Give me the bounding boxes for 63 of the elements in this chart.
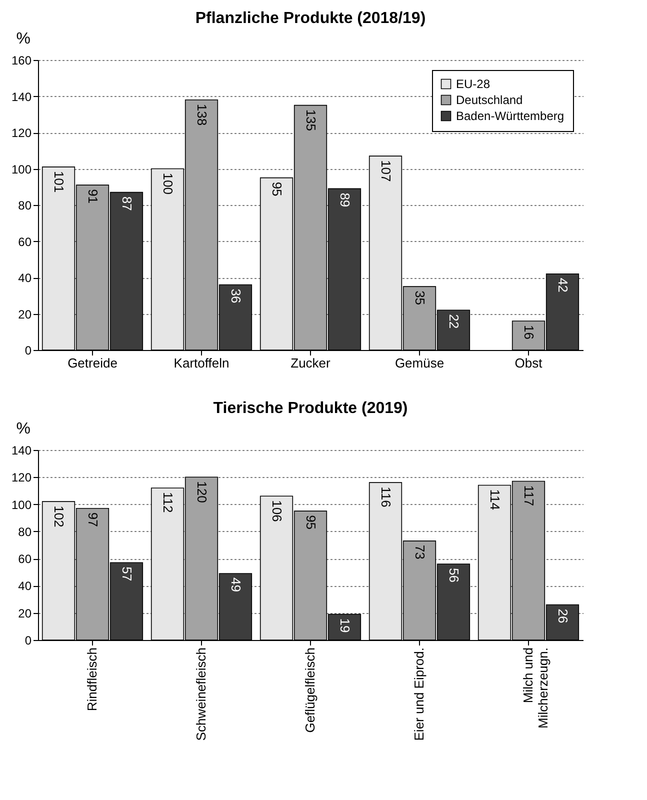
data-label: 36 — [228, 288, 244, 304]
x-tick-label: Schweinefleisch — [194, 648, 208, 741]
y-tick-label: 80 — [18, 198, 32, 212]
y-axis-title: % — [16, 30, 30, 48]
y-tick-label: 140 — [11, 444, 32, 458]
data-label: 35 — [412, 290, 428, 306]
y-tick-label: 160 — [11, 54, 32, 68]
y-tick-label: 120 — [11, 126, 32, 140]
data-label: 56 — [446, 568, 462, 582]
y-tick-label: 100 — [11, 498, 32, 512]
data-label: 16 — [522, 325, 536, 340]
y-tick-label: 0 — [24, 634, 32, 648]
data-label: 87 — [119, 196, 134, 211]
data-label: 135 — [304, 109, 318, 132]
data-label: 95 — [304, 515, 318, 530]
y-tick-label: 20 — [18, 606, 32, 620]
y-tick-label: 0 — [24, 344, 32, 358]
y-tick-label: 140 — [11, 90, 32, 104]
data-label: 97 — [86, 512, 100, 527]
y-tick-label: 120 — [11, 470, 32, 485]
data-label: 22 — [446, 314, 462, 329]
data-label: 42 — [555, 278, 570, 292]
x-tick-label: Eier und Eiprod. — [412, 648, 426, 741]
data-label: 100 — [160, 172, 176, 194]
x-tick-label: Milch und Milcherzeugn. — [520, 648, 550, 728]
x-tick-label: Rindfleisch — [84, 648, 100, 712]
data-label: 114 — [488, 489, 503, 510]
data-label: 138 — [194, 104, 210, 126]
y-axis-title: % — [16, 420, 30, 438]
x-tick-label: Obst — [514, 356, 543, 370]
x-tick-label: Kartoffeln — [174, 356, 230, 370]
x-tick-label: Geflügelfleisch — [302, 648, 318, 733]
x-tick-label: Zucker — [290, 356, 332, 370]
chart-title: Tierische Produkte (2019) — [213, 400, 408, 417]
chart-title: Pflanzliche Produkte (2018/19) — [195, 10, 426, 27]
data-label: 73 — [412, 544, 428, 560]
data-label: 101 — [52, 170, 67, 193]
legend-label: Baden-Württemberg — [456, 109, 564, 123]
data-label: 89 — [337, 192, 352, 208]
legend-label: Deutschland — [456, 93, 523, 107]
data-label: 117 — [522, 485, 536, 506]
x-tick-label: Getreide — [68, 356, 118, 370]
y-tick-label: 40 — [18, 271, 32, 285]
data-label: 120 — [194, 481, 210, 503]
data-label: 102 — [52, 506, 67, 528]
data-label: 57 — [119, 566, 134, 582]
data-label: 19 — [337, 618, 352, 633]
x-tick-label: Gemüse — [394, 356, 444, 370]
y-tick-label: 60 — [18, 552, 32, 566]
data-label: 116 — [378, 486, 394, 508]
y-tick-label: 60 — [18, 234, 32, 249]
data-label: 91 — [86, 189, 100, 204]
y-tick-label: 20 — [18, 307, 32, 322]
data-label: 107 — [378, 160, 394, 182]
data-label: 106 — [270, 500, 285, 522]
y-tick-label: 40 — [18, 579, 32, 594]
data-label: 49 — [228, 578, 244, 592]
data-label: 26 — [555, 608, 570, 624]
legend-label: EU-28 — [456, 77, 490, 91]
y-tick-label: 100 — [11, 162, 32, 176]
y-tick-label: 80 — [18, 524, 32, 539]
data-label: 112 — [160, 492, 176, 513]
data-label: 95 — [270, 182, 285, 196]
